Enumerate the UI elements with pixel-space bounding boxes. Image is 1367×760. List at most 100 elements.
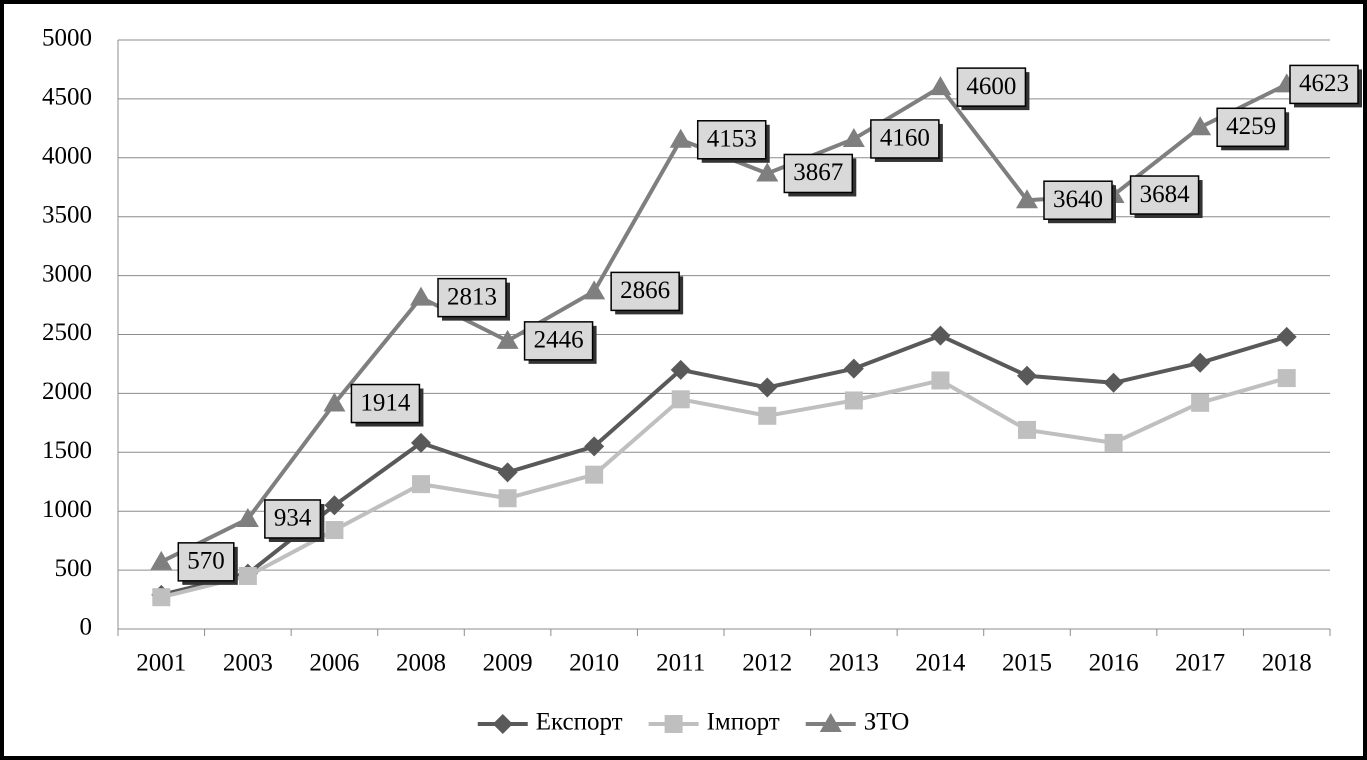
marker — [929, 76, 952, 96]
legend-label: Експорт — [536, 709, 623, 736]
data-label-box — [177, 542, 235, 582]
marker — [664, 715, 683, 733]
marker — [1016, 189, 1038, 209]
marker — [669, 128, 692, 148]
x-tick-label: 2018 — [1262, 650, 1312, 677]
data-label-text: 4623 — [1299, 70, 1349, 97]
data-label: 1914 — [350, 383, 424, 427]
marker — [1103, 372, 1124, 393]
data-label-box — [523, 321, 594, 361]
marker — [325, 521, 344, 540]
marker — [1189, 116, 1212, 136]
marker — [844, 391, 863, 410]
marker — [492, 714, 513, 734]
marker — [584, 436, 605, 457]
data-label-text: 2446 — [534, 327, 584, 354]
data-label-text: 4153 — [707, 126, 757, 153]
y-tick-label: 2500 — [42, 319, 92, 346]
x-tick-label: 2013 — [829, 650, 879, 677]
y-tick-label: 1000 — [42, 496, 92, 523]
marker — [756, 162, 779, 182]
data-label: 3640 — [1043, 180, 1116, 224]
x-tick-label: 2011 — [656, 650, 705, 677]
data-label: 4623 — [1289, 64, 1362, 108]
marker — [498, 489, 517, 508]
x-tick-label: 2001 — [136, 650, 186, 677]
data-label: 3867 — [783, 153, 857, 197]
y-tick-label: 3500 — [42, 201, 92, 228]
marker — [411, 432, 431, 453]
marker — [931, 371, 950, 390]
x-tick-label: 2003 — [223, 650, 273, 677]
marker — [1191, 393, 1210, 412]
data-label: 3684 — [1129, 175, 1203, 219]
y-tick-label: 2000 — [42, 378, 92, 405]
x-tick-label: 2010 — [569, 650, 619, 677]
data-label-box — [1043, 180, 1113, 220]
data-label-box — [437, 277, 507, 318]
data-label: 4600 — [956, 67, 1030, 111]
marker — [497, 462, 518, 483]
data-label-box — [1216, 107, 1286, 148]
data-label-text: 3867 — [793, 159, 843, 186]
data-label-box — [1289, 64, 1359, 105]
x-tick-label: 2017 — [1175, 650, 1225, 677]
data-label-box — [264, 499, 322, 539]
data-label-text: 934 — [274, 505, 312, 532]
data-label-box — [696, 120, 767, 160]
y-tick-label: 5000 — [42, 25, 92, 52]
data-label-text: 4600 — [966, 73, 1016, 100]
x-tick-label: 2006 — [309, 650, 359, 677]
data-label-box — [1129, 175, 1200, 215]
marker — [1276, 326, 1297, 347]
y-tick-label: 4500 — [42, 84, 92, 111]
marker — [236, 507, 259, 527]
data-label: 4259 — [1216, 107, 1290, 151]
x-tick-label: 2009 — [483, 650, 533, 677]
series-line — [160, 376, 1288, 600]
data-label: 2446 — [523, 321, 597, 364]
data-label-text: 2866 — [620, 277, 670, 304]
marker — [1018, 420, 1036, 439]
marker — [930, 325, 951, 346]
x-tick-label: 2008 — [396, 650, 446, 677]
data-label-text: 4160 — [880, 125, 930, 152]
y-tick-label: 3000 — [42, 260, 92, 287]
data-label: 4160 — [870, 119, 943, 162]
data-label-box — [783, 153, 854, 194]
marker — [757, 377, 778, 398]
marker — [1104, 433, 1123, 452]
x-tick-label: 2014 — [915, 650, 966, 677]
y-tick-label: 500 — [55, 555, 93, 582]
marker — [842, 127, 865, 147]
data-label-box — [956, 67, 1027, 107]
data-label-text: 2813 — [447, 283, 497, 310]
marker — [238, 566, 257, 585]
marker — [1277, 369, 1296, 388]
data-label-box — [610, 271, 680, 312]
marker — [671, 390, 690, 409]
marker — [583, 280, 606, 300]
data-label: 570 — [177, 542, 238, 585]
marker — [1190, 352, 1211, 373]
data-label: 2866 — [610, 271, 684, 315]
marker — [412, 475, 430, 494]
marker — [496, 329, 519, 349]
data-label-text: 4259 — [1226, 113, 1276, 140]
marker — [150, 550, 173, 570]
data-label: 4153 — [696, 120, 770, 163]
marker — [410, 286, 432, 306]
x-tick-label: 2015 — [1002, 650, 1052, 677]
marker — [585, 465, 604, 484]
y-tick-label: 0 — [80, 614, 93, 641]
marker — [819, 713, 842, 732]
data-label-text: 3640 — [1053, 186, 1103, 213]
data-label-box — [870, 119, 940, 159]
x-tick-label: 2016 — [1089, 650, 1139, 677]
data-label-text: 570 — [187, 548, 225, 575]
marker — [1017, 365, 1037, 386]
legend-label: Імпорт — [707, 709, 780, 736]
x-tick-label: 2012 — [742, 650, 792, 677]
marker — [324, 495, 345, 516]
